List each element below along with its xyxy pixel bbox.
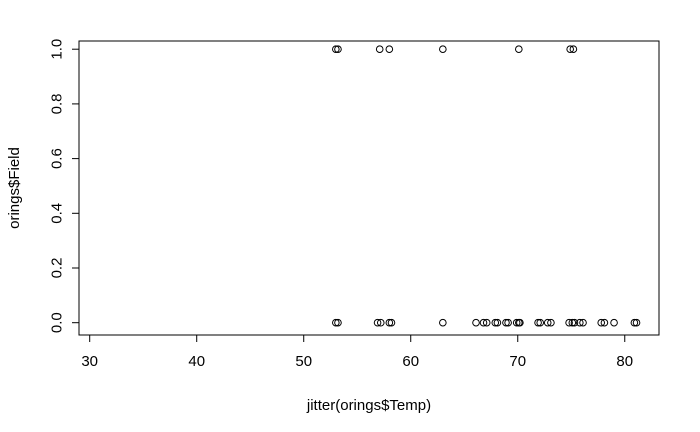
x-axis: 30 40 50 60 70 80 [81,334,633,370]
y-tick-label: 0.0 [49,312,66,333]
data-point [515,45,523,54]
y-tick-label: 0.6 [49,148,66,169]
x-tick-label: 50 [295,353,312,370]
data-point [376,318,385,327]
data-point [334,45,342,54]
y-axis: 0.0 0.2 0.4 0.6 0.8 1.0 [49,39,80,333]
data-point [569,45,578,54]
data-point [439,318,447,327]
data-point [385,318,394,327]
data-point [632,318,641,327]
x-tick-label: 60 [402,353,419,370]
data-point [439,45,447,54]
data-point [491,318,500,327]
data-point [610,318,618,327]
data-point [600,318,609,327]
data-point [332,45,340,54]
data-point [568,318,577,327]
data-point [576,318,584,327]
data-point [472,318,480,327]
data-point [512,318,521,327]
x-tick-label: 70 [509,353,526,370]
x-tick-label: 30 [81,353,98,370]
data-point [547,318,555,327]
data-points [332,45,641,327]
data-point [597,318,606,327]
y-tick-label: 0.4 [49,203,66,224]
x-tick-label: 80 [616,353,633,370]
y-tick-label: 0.2 [49,258,66,279]
data-point [536,318,545,327]
plot-box [78,40,660,336]
data-point [570,318,579,327]
data-point [534,318,542,327]
data-point [387,318,396,327]
data-point [579,318,587,327]
data-point [385,45,394,54]
data-point [502,318,510,327]
data-point [565,318,573,327]
data-point [375,45,384,54]
data-point [630,318,639,327]
data-point [493,318,502,327]
y-axis-title: orings$Field [6,147,23,229]
y-tick-label: 0.8 [49,93,66,114]
y-tick-label: 1.0 [49,39,66,60]
data-point [566,45,574,54]
data-point [332,318,340,327]
data-point [543,318,552,327]
data-point [482,318,491,327]
data-point [516,318,524,327]
x-axis-title: jitter(orings$Temp) [306,397,431,414]
data-point [334,318,342,327]
data-point [373,318,382,327]
x-tick-label: 40 [188,353,205,370]
data-point [479,318,488,327]
data-point [504,318,512,327]
